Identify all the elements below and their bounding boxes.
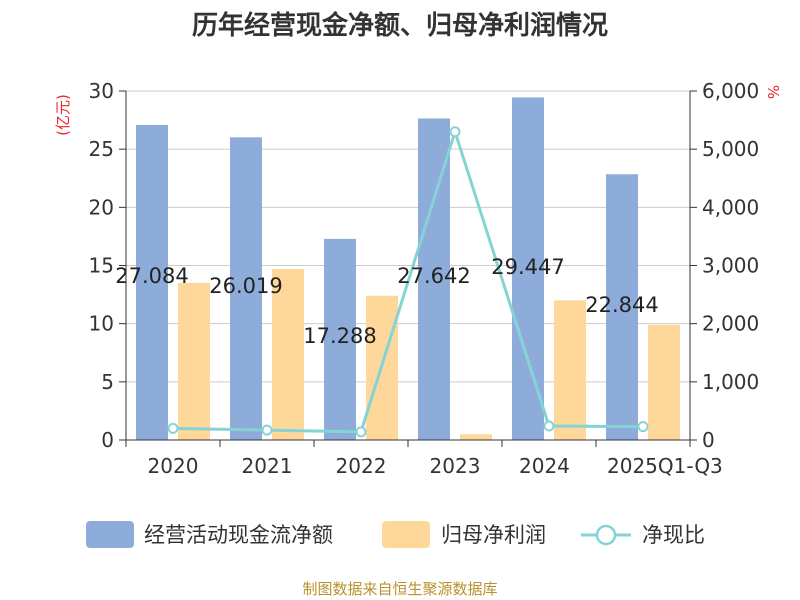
bars [136, 97, 680, 441]
left-tick-label: 30 [89, 79, 114, 103]
legend-label-cashflow: 经营活动现金流净额 [144, 523, 333, 547]
bar-profit [648, 324, 680, 440]
data-label: 26.019 [209, 274, 282, 298]
left-tick-label: 15 [89, 254, 114, 278]
data-labels: 27.084 26.019 17.288 27.642 29.447 22.844 [115, 255, 658, 348]
bar-profit [460, 434, 492, 440]
legend-label-profit: 归母净利润 [441, 523, 546, 547]
right-tick-label: 6,000 [702, 79, 759, 103]
x-axis: 2020 2021 2022 2023 2024 2025Q1-Q3 [125, 439, 723, 478]
legend: 经营活动现金流净额 归母净利润 净现比 [86, 521, 705, 548]
ratio-point [355, 426, 367, 438]
data-label: 22.844 [585, 293, 658, 317]
chart-title: 历年经营现金净额、归母净利润情况 [192, 10, 608, 41]
data-label: 29.447 [491, 255, 564, 279]
data-label: 17.288 [303, 324, 376, 348]
right-axis-unit: % [764, 85, 782, 99]
ratio-point [167, 422, 179, 434]
legend-label-ratio: 净现比 [642, 523, 705, 547]
ratio-point [543, 420, 555, 432]
x-tick-label: 2020 [148, 454, 199, 478]
x-tick-label: 2023 [430, 454, 481, 478]
ratio-point [637, 421, 649, 433]
right-axis: 0 1,000 2,000 3,000 4,000 5,000 6,000 [689, 79, 759, 452]
x-tick-label: 2024 [519, 454, 570, 478]
bar-profit [178, 282, 210, 440]
right-tick-label: 1,000 [702, 370, 759, 394]
left-axis-unit: (亿元) [54, 94, 72, 136]
right-tick-label: 0 [702, 428, 715, 452]
right-tick-label: 3,000 [702, 254, 759, 278]
ratio-line [167, 126, 649, 438]
bar-profit [272, 268, 304, 440]
bar-cashflow [136, 124, 168, 441]
bar-cashflow [230, 137, 262, 440]
ratio-point [261, 424, 273, 436]
left-axis: 0 5 10 15 20 25 30 [89, 79, 127, 452]
legend-swatch-profit [382, 521, 430, 548]
bar-cashflow [512, 97, 544, 441]
source-note: 制图数据来自恒生聚源数据库 [302, 580, 497, 598]
ratio-line-path [172, 126, 644, 434]
x-tick-label: 2022 [336, 454, 387, 478]
right-tick-label: 2,000 [702, 312, 759, 336]
data-label: 27.642 [397, 264, 470, 288]
grid-lines [126, 90, 690, 383]
bar-cashflow [606, 174, 638, 440]
right-tick-label: 4,000 [702, 195, 759, 219]
legend-swatch-cashflow [86, 521, 134, 548]
left-tick-label: 20 [89, 195, 114, 219]
right-tick-label: 5,000 [702, 137, 759, 161]
bar-cashflow [418, 118, 450, 440]
left-tick-label: 10 [89, 312, 114, 336]
left-tick-label: 0 [101, 428, 114, 452]
ratio-point [449, 126, 461, 138]
x-tick-label: 2021 [242, 454, 293, 478]
bar-cashflow [324, 238, 356, 440]
x-tick-label: 2025Q1-Q3 [607, 454, 723, 478]
legend-marker-ratio [595, 524, 617, 546]
left-tick-label: 25 [89, 137, 114, 161]
data-label: 27.084 [115, 264, 188, 288]
left-tick-label: 5 [101, 370, 114, 394]
bar-profit [554, 300, 586, 440]
